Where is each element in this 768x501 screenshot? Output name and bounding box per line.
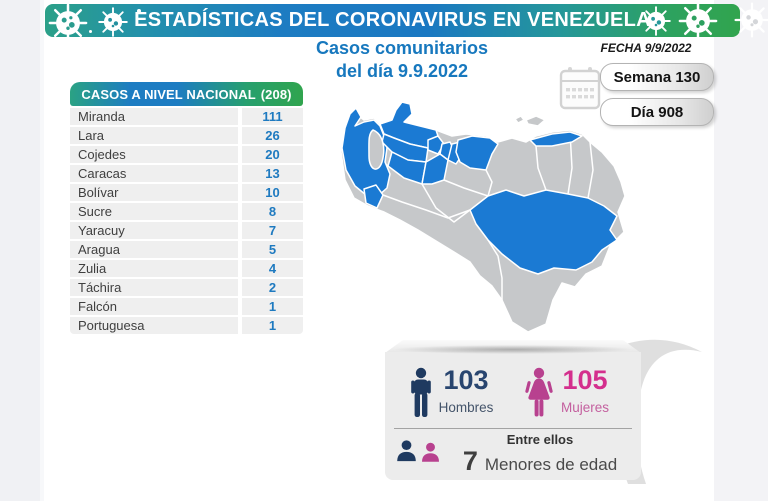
table-row: Falcón 1 (70, 298, 303, 315)
day-badge: Día 908 (600, 98, 714, 126)
divider (394, 428, 632, 429)
map-state-miranda (455, 135, 499, 171)
men-label: Hombres (438, 400, 494, 415)
map-state-cojedes (421, 153, 449, 185)
state-name: Zulia (70, 260, 238, 277)
table-row: Portuguesa 1 (70, 317, 303, 334)
child-female-icon (422, 442, 439, 462)
map-state-bolivar (469, 189, 618, 275)
women-count: 105 (562, 365, 608, 395)
cases-table: CASOS A NIVEL NACIONAL (208) Miranda 111 … (70, 82, 303, 334)
state-name: Yaracuy (70, 222, 238, 239)
state-value: 4 (242, 260, 303, 277)
virus-icon (734, 2, 768, 38)
state-name: Caracas (70, 165, 238, 182)
virus-icon (98, 7, 128, 37)
state-value: 5 (242, 241, 303, 258)
stats-panel: 103 Hombres 105 Mujeres Entre ellos 7 Me… (385, 352, 641, 480)
title-banner: ESTADÍSTICAS DEL CORONAVIRUS EN VENEZUEL… (45, 4, 740, 37)
table-row: Bolívar 10 (70, 184, 303, 201)
state-name: Portuguesa (70, 317, 238, 334)
venezuela-map (340, 101, 626, 333)
page-title: ESTADÍSTICAS DEL CORONAVIRUS EN VENEZUEL… (134, 9, 651, 31)
state-name: Falcón (70, 298, 238, 315)
date-label: FECHA 9/9/2022 (600, 41, 692, 55)
women-label: Mujeres (560, 400, 609, 415)
state-name: Táchira (70, 279, 238, 296)
state-name: Cojedes (70, 146, 238, 163)
virus-icon (641, 6, 671, 36)
state-name: Lara (70, 127, 238, 144)
cases-table-total: (208) (260, 86, 292, 102)
table-row: Cojedes 20 (70, 146, 303, 163)
virus-icon (678, 4, 718, 37)
state-value: 2 (242, 279, 303, 296)
left-margin (0, 0, 44, 501)
state-value: 13 (242, 165, 303, 182)
cases-table-title: CASOS A NIVEL NACIONAL (81, 86, 256, 102)
sparkle-dot (89, 30, 92, 33)
state-value: 26 (242, 127, 303, 144)
state-name: Bolívar (70, 184, 238, 201)
state-name: Miranda (70, 108, 238, 125)
state-value: 111 (242, 108, 303, 125)
map-lake-maracaibo (368, 129, 385, 170)
map-state-tachira (363, 184, 384, 209)
map-state-zulia (341, 107, 391, 198)
week-badge: Semana 130 (600, 63, 714, 91)
table-row: Miranda 111 (70, 108, 303, 125)
state-value: 20 (242, 146, 303, 163)
table-row: Yaracuy 7 (70, 222, 303, 239)
men-count: 103 (443, 365, 489, 395)
table-row: Zulia 4 (70, 260, 303, 277)
child-male-icon (397, 440, 416, 462)
minors-count: 7 (462, 446, 478, 476)
state-value: 8 (242, 203, 303, 220)
female-icon (525, 367, 553, 417)
map-state-sucre (529, 131, 583, 147)
state-value: 1 (242, 317, 303, 334)
table-row: Caracas 13 (70, 165, 303, 182)
minors-block: Entre ellos 7 Menores de edad (447, 432, 633, 475)
subtitle: Casos comunitarios del día 9.9.2022 (268, 37, 536, 83)
minors-intro: Entre ellos (506, 432, 574, 447)
table-row: Lara 26 (70, 127, 303, 144)
subtitle-line1: Casos comunitarios (315, 38, 489, 58)
state-name: Sucre (70, 203, 238, 220)
stats-panel-shadow (395, 345, 631, 354)
map-island-margarita (525, 115, 546, 127)
male-icon (411, 367, 431, 417)
state-name: Aragua (70, 241, 238, 258)
table-row: Sucre 8 (70, 203, 303, 220)
table-row: Táchira 2 (70, 279, 303, 296)
map-island-small (514, 115, 525, 124)
cases-table-header: CASOS A NIVEL NACIONAL (208) (70, 82, 303, 106)
subtitle-line2: del día 9.9.2022 (335, 61, 469, 81)
calendar-icon (559, 67, 601, 110)
right-margin (714, 0, 768, 501)
state-value: 10 (242, 184, 303, 201)
minors-label: Menores de edad (484, 455, 618, 474)
table-row: Aragua 5 (70, 241, 303, 258)
virus-icon (48, 4, 88, 37)
state-value: 1 (242, 298, 303, 315)
sparkle-dot (137, 9, 141, 13)
state-value: 7 (242, 222, 303, 239)
